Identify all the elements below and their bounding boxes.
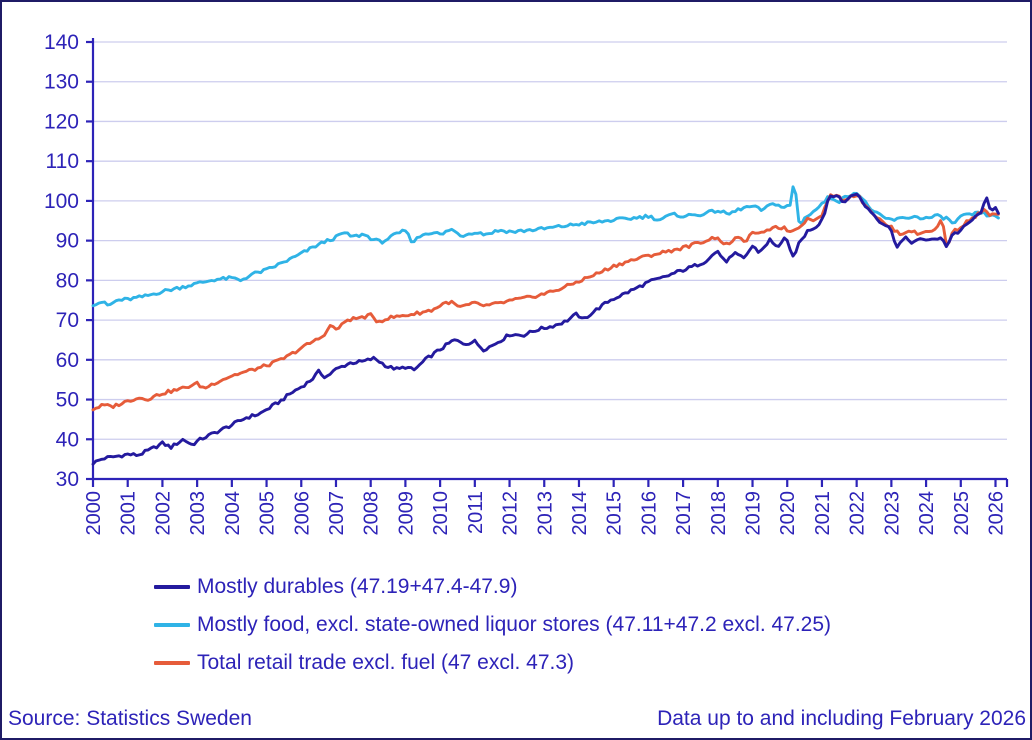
svg-text:110: 110 — [46, 150, 79, 173]
legend-label-food: Mostly food, excl. state-owned liquor st… — [197, 612, 832, 636]
svg-text:140: 140 — [44, 31, 79, 54]
svg-text:2026: 2026 — [986, 491, 1008, 536]
svg-text:2022: 2022 — [847, 491, 869, 536]
svg-text:2017: 2017 — [673, 491, 695, 536]
svg-text:2012: 2012 — [500, 491, 522, 536]
svg-text:2019: 2019 — [743, 491, 765, 536]
svg-text:2004: 2004 — [222, 491, 244, 536]
legend-label-durables: Mostly durables (47.19+47.4-47.9) — [197, 574, 518, 598]
svg-text:2023: 2023 — [881, 491, 903, 536]
legend-item-durables: Mostly durables (47.19+47.4-47.9) — [154, 572, 831, 601]
y-axis-labels: 30 40 50 60 70 80 90 100 110 120 130 140 — [44, 31, 79, 491]
svg-text:130: 130 — [44, 71, 79, 94]
svg-text:60: 60 — [56, 349, 79, 372]
svg-text:2007: 2007 — [326, 491, 348, 536]
svg-text:50: 50 — [56, 389, 79, 412]
coverage-note: Data up to and including February 2026 — [657, 707, 1026, 730]
legend-swatch-durables — [154, 584, 190, 589]
axes — [86, 38, 1009, 487]
svg-text:2000: 2000 — [83, 491, 105, 536]
chart-area: 30 40 50 60 70 80 90 100 110 120 130 140 2000 2001 200… — [2, 2, 1030, 562]
svg-text:2021: 2021 — [812, 491, 834, 536]
svg-text:2008: 2008 — [361, 491, 383, 536]
svg-text:70: 70 — [56, 309, 79, 332]
svg-text:2011: 2011 — [465, 491, 487, 534]
svg-text:2010: 2010 — [430, 491, 452, 536]
svg-text:90: 90 — [56, 230, 79, 253]
legend-swatch-food — [154, 622, 190, 627]
svg-text:2006: 2006 — [291, 491, 313, 536]
svg-text:2002: 2002 — [152, 491, 174, 536]
legend-item-retail: Total retail trade excl. fuel (47 excl. … — [154, 648, 831, 677]
svg-text:40: 40 — [56, 428, 79, 451]
series-food — [91, 185, 1000, 308]
svg-text:2016: 2016 — [638, 491, 660, 536]
svg-text:30: 30 — [56, 468, 79, 491]
svg-text:2005: 2005 — [257, 491, 279, 536]
footer: Source: Statistics Sweden Data up to and… — [8, 707, 1026, 731]
x-axis-labels: 2000 2001 2002 2003 2004 2005 2006 2007 2008 2009… — [83, 491, 1008, 536]
legend-label-retail: Total retail trade excl. fuel (47 excl. … — [197, 650, 575, 674]
svg-text:2003: 2003 — [187, 491, 209, 536]
svg-text:2018: 2018 — [708, 491, 730, 536]
source-note: Source: Statistics Sweden — [8, 707, 252, 730]
chart-legend: Mostly durables (47.19+47.4-47.9) Mostly… — [154, 572, 831, 677]
gridlines — [93, 41, 1007, 440]
svg-text:2025: 2025 — [951, 491, 973, 536]
svg-text:100: 100 — [44, 190, 79, 213]
svg-text:80: 80 — [56, 269, 79, 292]
svg-text:120: 120 — [44, 110, 79, 133]
svg-text:2020: 2020 — [777, 491, 799, 536]
svg-text:2014: 2014 — [569, 491, 591, 536]
legend-item-food: Mostly food, excl. state-owned liquor st… — [154, 610, 831, 639]
svg-text:2015: 2015 — [604, 491, 626, 536]
svg-text:2024: 2024 — [916, 491, 938, 536]
svg-text:2009: 2009 — [395, 491, 417, 536]
series-durables — [91, 192, 1000, 466]
svg-text:2001: 2001 — [118, 491, 140, 536]
legend-swatch-retail — [154, 660, 190, 665]
svg-text:2013: 2013 — [534, 491, 556, 536]
